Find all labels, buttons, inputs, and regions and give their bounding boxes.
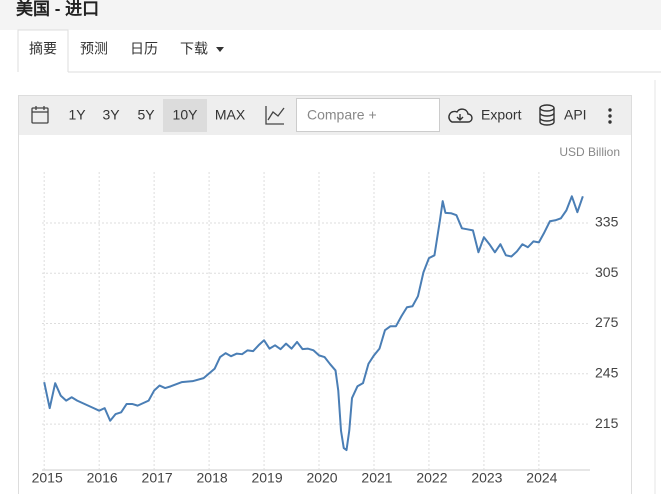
dropdown-caret[interactable]	[216, 47, 224, 52]
x-tick-label: 2022	[416, 470, 447, 486]
x-tick-label: 2018	[197, 470, 228, 486]
api-button[interactable]: API	[564, 107, 587, 123]
page-title: 美国 - 进口	[16, 0, 99, 18]
export-button[interactable]: Export	[481, 107, 522, 123]
x-tick-label: 2016	[87, 470, 118, 486]
y-tick-label: 215	[595, 415, 619, 431]
tab[interactable]: 日历	[130, 41, 158, 57]
tab[interactable]: 摘要	[29, 41, 57, 57]
data-line	[43, 195, 584, 452]
compare-input[interactable]	[296, 98, 440, 132]
x-tick-label: 2021	[361, 470, 392, 486]
x-tick-label: 2023	[471, 470, 502, 486]
y-tick-label: 335	[595, 214, 619, 230]
export-icon[interactable]	[448, 108, 473, 123]
range-button[interactable]: 1Y	[68, 107, 86, 123]
x-tick-label: 2019	[251, 470, 282, 486]
range-button[interactable]: 3Y	[102, 107, 120, 123]
y-tick-label: 305	[595, 264, 619, 280]
x-tick-label: 2017	[142, 470, 173, 486]
range-button[interactable]: 10Y	[173, 107, 199, 123]
active-tab-border	[17, 29, 69, 72]
range-button[interactable]: 5Y	[137, 107, 155, 123]
y-tick-label: 245	[595, 364, 619, 380]
tab[interactable]: 下载	[180, 41, 208, 57]
x-tick-label: 2015	[32, 470, 63, 486]
chart-panel	[18, 95, 632, 494]
compare-placeholder: Compare +	[307, 107, 377, 123]
active-range-bg	[163, 99, 207, 132]
y-tick-label: 275	[595, 314, 619, 330]
calendar-icon[interactable]	[31, 106, 49, 124]
chart-type-icon[interactable]	[265, 106, 285, 125]
header-bar	[0, 0, 661, 30]
api-icon[interactable]	[539, 104, 555, 126]
range-button[interactable]: MAX	[215, 107, 246, 123]
x-tick-label: 2024	[526, 470, 557, 486]
plot: 215 245 275 305 335 2015 2016 2017 2018 2019 2020 2…	[32, 172, 619, 486]
x-tick-label: 2020	[306, 470, 337, 486]
more-menu[interactable]	[608, 108, 612, 124]
tab[interactable]: 预测	[80, 41, 108, 57]
unit-label: USD Billion	[559, 145, 620, 159]
